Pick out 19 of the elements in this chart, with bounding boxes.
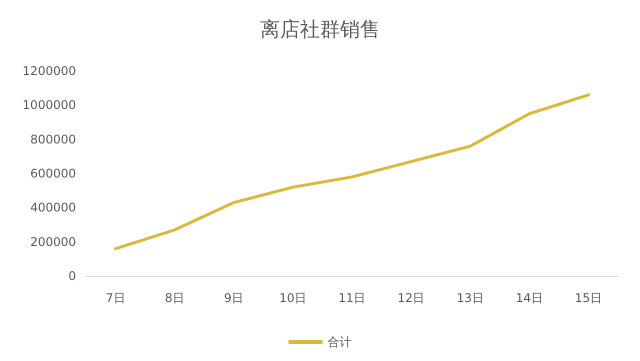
x-tick-label: 11日 xyxy=(338,291,366,305)
x-tick-label: 13日 xyxy=(456,291,484,305)
x-tick-label: 12日 xyxy=(397,291,425,305)
line-series xyxy=(114,93,590,250)
y-tick-label: 1200000 xyxy=(22,64,76,78)
legend-label: 合计 xyxy=(328,335,352,349)
x-tick-label: 9日 xyxy=(224,291,244,305)
chart-title: 离店社群销售 xyxy=(260,17,380,41)
y-tick-label: 0 xyxy=(68,269,76,283)
x-tick-label: 7日 xyxy=(106,291,126,305)
y-tick-label: 1000000 xyxy=(22,98,76,112)
y-tick-label: 600000 xyxy=(30,166,76,180)
x-tick-label: 8日 xyxy=(164,291,184,305)
y-tick-label: 400000 xyxy=(30,200,76,215)
x-tick-label: 14日 xyxy=(516,291,543,305)
y-tick-label: 200000 xyxy=(30,234,76,249)
y-tick-label: 800000 xyxy=(30,132,76,146)
x-tick-label: 10日 xyxy=(279,291,307,305)
x-tick-label: 15日 xyxy=(574,291,602,305)
